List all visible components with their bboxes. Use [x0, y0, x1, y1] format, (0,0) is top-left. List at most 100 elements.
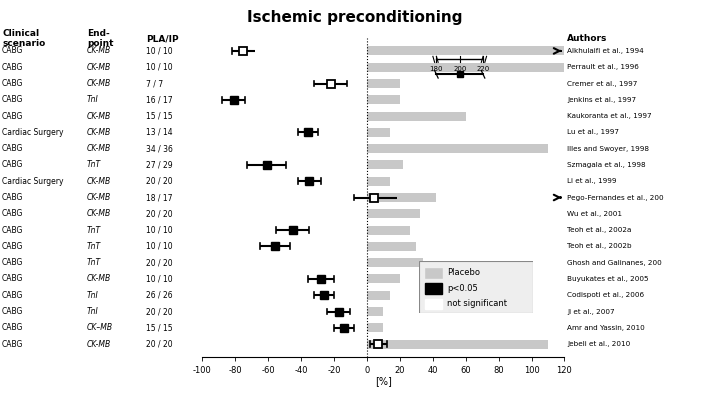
Text: 10 / 10: 10 / 10 — [146, 63, 173, 72]
Text: CABG: CABG — [2, 242, 23, 251]
Text: Lu et al., 1997: Lu et al., 1997 — [567, 129, 619, 135]
Text: 20 / 20: 20 / 20 — [146, 177, 173, 186]
Text: Cremer et al., 1997: Cremer et al., 1997 — [567, 81, 638, 87]
Text: 200: 200 — [453, 66, 466, 72]
Text: 220: 220 — [476, 66, 490, 72]
Text: 15 / 15: 15 / 15 — [146, 323, 173, 332]
Bar — [367, 275, 400, 283]
Text: CK-MB: CK-MB — [87, 209, 111, 218]
Text: TnT: TnT — [87, 258, 101, 267]
Bar — [367, 144, 548, 153]
Text: CK-MB: CK-MB — [87, 144, 111, 153]
Text: Codispoti et al., 2006: Codispoti et al., 2006 — [567, 292, 645, 298]
Text: Ischemic preconditioning: Ischemic preconditioning — [247, 10, 463, 25]
Text: TnI: TnI — [87, 291, 99, 300]
Text: TnI: TnI — [87, 307, 99, 316]
Text: TnI: TnI — [87, 95, 99, 104]
Text: Teoh et al., 2002a: Teoh et al., 2002a — [567, 227, 632, 233]
Text: CABG: CABG — [2, 307, 23, 316]
Text: CK-MB: CK-MB — [87, 193, 111, 202]
Text: 26 / 26: 26 / 26 — [146, 291, 173, 300]
Text: 10 / 10: 10 / 10 — [146, 46, 173, 55]
Bar — [367, 340, 548, 349]
Bar — [367, 79, 400, 88]
Text: Perrault et al., 1996: Perrault et al., 1996 — [567, 64, 639, 70]
Text: 20 / 20: 20 / 20 — [146, 307, 173, 316]
Text: CK-MB: CK-MB — [87, 112, 111, 120]
Text: Jenkins et al., 1997: Jenkins et al., 1997 — [567, 97, 636, 103]
Text: CABG: CABG — [2, 258, 23, 267]
Text: p<0.05: p<0.05 — [447, 284, 478, 293]
Text: CK-MB: CK-MB — [87, 275, 111, 283]
Bar — [367, 323, 383, 332]
Text: Ji et al., 2007: Ji et al., 2007 — [567, 308, 615, 314]
Text: TnT: TnT — [87, 242, 101, 251]
Text: Alkhulaifi et al., 1994: Alkhulaifi et al., 1994 — [567, 48, 644, 54]
Text: CK-MB: CK-MB — [87, 177, 111, 186]
Text: CABG: CABG — [2, 112, 23, 120]
Text: CABG: CABG — [2, 225, 23, 235]
Text: 180: 180 — [430, 66, 443, 72]
X-axis label: [%]: [%] — [375, 377, 392, 387]
Bar — [367, 63, 564, 72]
Text: Amr and Yassin, 2010: Amr and Yassin, 2010 — [567, 325, 645, 331]
Bar — [367, 225, 410, 235]
Text: not significant: not significant — [447, 299, 508, 308]
Text: CABG: CABG — [2, 95, 23, 104]
Text: CK-MB: CK-MB — [87, 63, 111, 72]
Text: CABG: CABG — [2, 323, 23, 332]
Text: Jebeli et al., 2010: Jebeli et al., 2010 — [567, 341, 630, 347]
Text: Authors: Authors — [567, 34, 608, 43]
Text: CABG: CABG — [2, 275, 23, 283]
Bar — [367, 258, 423, 267]
Bar — [367, 177, 390, 186]
Text: Teoh et al., 2002b: Teoh et al., 2002b — [567, 243, 632, 249]
Text: 16 / 17: 16 / 17 — [146, 95, 173, 104]
Bar — [425, 299, 442, 309]
Text: 15 / 15: 15 / 15 — [146, 112, 173, 120]
Bar — [367, 128, 390, 137]
Text: CK-MB: CK-MB — [87, 340, 111, 349]
Text: Cardiac Surgery: Cardiac Surgery — [2, 177, 63, 186]
Bar — [367, 112, 466, 120]
Text: 18 / 17: 18 / 17 — [146, 193, 173, 202]
Text: CABG: CABG — [2, 144, 23, 153]
Text: CK-MB: CK-MB — [87, 128, 111, 137]
Text: 10 / 10: 10 / 10 — [146, 225, 173, 235]
Text: CK–MB: CK–MB — [87, 323, 113, 332]
Text: 20 / 20: 20 / 20 — [146, 209, 173, 218]
Bar — [367, 160, 403, 170]
Text: Cardiac Surgery: Cardiac Surgery — [2, 128, 63, 137]
Text: CABG: CABG — [2, 193, 23, 202]
Text: 7 / 7: 7 / 7 — [146, 79, 163, 88]
Text: 34 / 36: 34 / 36 — [146, 144, 173, 153]
Text: CK-MB: CK-MB — [87, 46, 111, 55]
Text: Wu et al., 2001: Wu et al., 2001 — [567, 211, 623, 217]
Text: Clinical
scenario: Clinical scenario — [2, 29, 45, 48]
Text: CABG: CABG — [2, 340, 23, 349]
Bar — [367, 291, 390, 300]
Text: 13 / 14: 13 / 14 — [146, 128, 173, 137]
Text: Szmagala et al., 1998: Szmagala et al., 1998 — [567, 162, 646, 168]
Bar — [367, 95, 400, 104]
Text: CABG: CABG — [2, 79, 23, 88]
Text: Ghosh and Galinanes, 200: Ghosh and Galinanes, 200 — [567, 260, 662, 266]
Text: Illes and Swoyer, 1998: Illes and Swoyer, 1998 — [567, 146, 650, 152]
Text: CK-MB: CK-MB — [87, 79, 111, 88]
Bar — [425, 268, 442, 278]
Text: Kaukoranta et al., 1997: Kaukoranta et al., 1997 — [567, 113, 652, 119]
Text: CABG: CABG — [2, 209, 23, 218]
Text: 20 / 20: 20 / 20 — [146, 258, 173, 267]
Text: TnT: TnT — [87, 225, 101, 235]
Text: PLA/IP: PLA/IP — [146, 34, 178, 43]
Bar — [367, 209, 420, 218]
Text: Buyukates et al., 2005: Buyukates et al., 2005 — [567, 276, 649, 282]
Text: 20 / 20: 20 / 20 — [146, 340, 173, 349]
FancyBboxPatch shape — [419, 261, 532, 313]
Text: CABG: CABG — [2, 291, 23, 300]
Text: Li et al., 1999: Li et al., 1999 — [567, 178, 617, 184]
Text: 10 / 10: 10 / 10 — [146, 242, 173, 251]
Text: CABG: CABG — [2, 160, 23, 170]
Text: 27 / 29: 27 / 29 — [146, 160, 173, 170]
Text: Pego-Fernandes et al., 200: Pego-Fernandes et al., 200 — [567, 194, 664, 201]
